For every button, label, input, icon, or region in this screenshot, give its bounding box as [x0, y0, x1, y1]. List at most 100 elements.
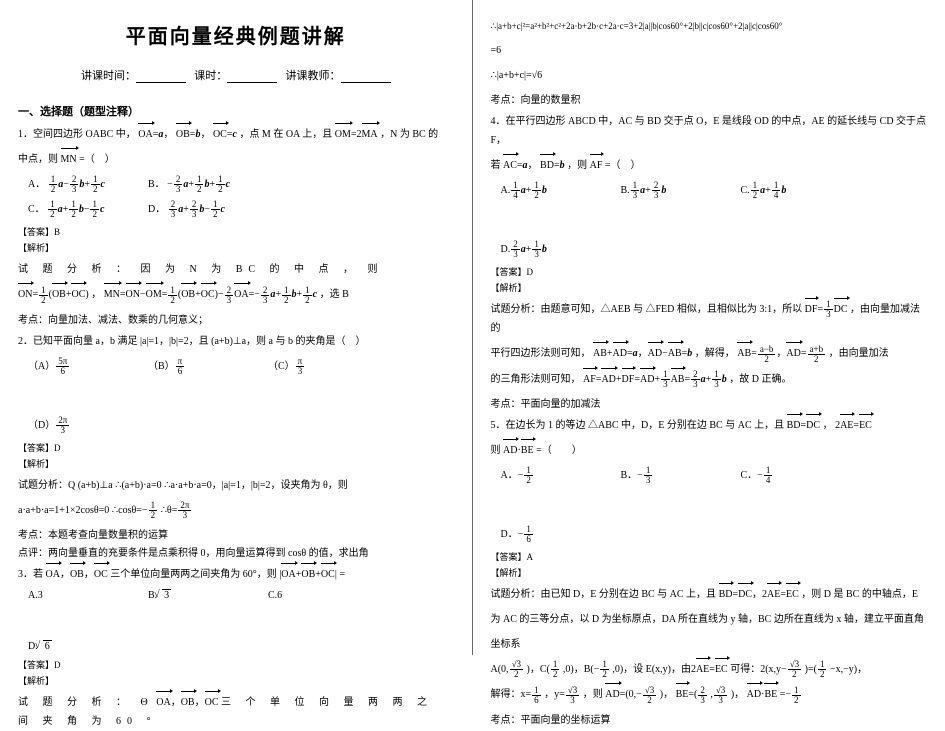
q1-opts-2: C． 12a+12b−12c D． 23a+23b−12c [28, 200, 454, 219]
v-be: BE [521, 441, 534, 460]
vec-ob: OB [176, 125, 190, 144]
q2-C: （C）π3 [268, 357, 348, 376]
q5-d-d: 6 [524, 535, 533, 544]
q3-s2: 三个单位向量两两之间夹角为 60°，则 [110, 569, 277, 580]
q4-ana7: ，故 D 正确。 [729, 374, 791, 385]
blank-3 [341, 71, 391, 83]
q1-ans: 【答案】B [18, 225, 454, 238]
q1-jx: 【解析】 [18, 241, 454, 254]
q3-opts: A.3 B. 3 C.6 D. 6 [28, 590, 454, 652]
q4-ana6: 的三角形法则可知， [491, 374, 581, 385]
q2-A: （A）5π6 [28, 357, 108, 376]
q4-d-l: D. [501, 244, 511, 255]
q1-s4: 中点，则 [18, 154, 58, 165]
blank-2 [227, 71, 277, 83]
q3-D: D. 6 [28, 641, 108, 652]
q5-s4l: =(0,− [620, 689, 642, 700]
q1-s3: ，N 为 BC 的 [380, 129, 438, 140]
r-l3: ∴|a+b+c|=√6 [491, 66, 928, 85]
q2-opts: （A）5π6 （B）π6 （C）π3 （D）2π3 [28, 357, 454, 435]
q3-stem: 3．若 OA，OB，OC 三个单位向量两两之间夹角为 60°，则 |OA+OB+… [18, 565, 454, 584]
q1-opts: A． 12a−23b+12c B． −23a+12b+12c [28, 175, 454, 194]
q3-A: A.3 [28, 590, 108, 601]
q5-D: D．−16 [501, 525, 581, 544]
q2-ans: 【答案】D [18, 441, 454, 454]
q5-kd: 考点：平面向量的坐标运算 [491, 711, 928, 726]
q5-s2l: ，y= [544, 689, 565, 700]
q2-d-l: （D） [28, 420, 55, 431]
q2-dp: 点评：两向量垂直的充要条件是点乘积得 0，用向量运算得到 cosθ 的值，求出角 [18, 544, 454, 559]
q5-ana2: ，则 D 是 BC 的中轴点，E [801, 589, 918, 600]
r-l1: ∴|a+b+c|²=a²+b²+c²+2a·b+2b·c+2a·c=3+2|a|… [491, 18, 928, 35]
q4-ana4: ，解得， [695, 348, 735, 359]
q1-ana2: ， [91, 289, 101, 300]
q4-C: C.12a+14b [741, 181, 821, 200]
vec-om: OM [335, 125, 351, 144]
meta-t3: 讲课教师： [286, 70, 341, 82]
q4-ana3: 平行四边形法则可知， [491, 348, 591, 359]
q2-ana2-line: a·a+b·a=1+1×2cosθ=0 ∴cosθ=−12 ∴θ=2π3 [18, 501, 454, 520]
q1-optD: D． 23a+23b−12c [148, 200, 228, 219]
q1-d-l: D． [148, 204, 165, 215]
q4-ana-line1: 试题分析：由题意可知，△AEB 与 △FED 相似，且相似比为 3:1，所以 D… [491, 300, 928, 338]
q5-s3: 则 [491, 445, 501, 456]
q4-ana5: ，由向量加法 [829, 348, 889, 359]
q1-a-l: A． [28, 179, 45, 190]
r-l2: =6 [491, 41, 928, 60]
q3-C: C.6 [268, 590, 348, 601]
q2-ana1: 试题分析：Q (a+b)⊥a ∴(a+b)·a=0 ∴a·a+b·a=0，|a|… [18, 476, 454, 495]
q1-ana-line: ON=12(OB+OC) ， MN=ON−OM=12(OB+OC)−23OA=−… [18, 285, 454, 304]
q4-B: B.13a+23b [621, 181, 701, 200]
q4-A: A.14a+12b [501, 181, 581, 200]
q1-s2: ，点 M 在 OA 上，且 [239, 129, 332, 140]
q1-kd: 考点：向量加法、减法、数乘的几何意义； [18, 311, 454, 326]
q5-a-d: 2 [524, 476, 533, 485]
meta-t1: 讲课时间： [81, 70, 136, 82]
q1-optC: C． 12a+12b−12c [28, 200, 108, 219]
q4-b-l: B. [621, 185, 630, 196]
q5-c-d: 4 [764, 476, 773, 485]
q5-b-d: 3 [644, 476, 653, 485]
q3-b-v: 3 [162, 589, 171, 601]
q2-d-d: 3 [59, 426, 68, 435]
q4-a-l: A. [501, 185, 511, 196]
q5-a-l: A．− [501, 470, 524, 481]
q4-D: D.23a+13b [501, 240, 581, 259]
q5-ana3: 为 AC 的三等分点，以 D 为坐标原点，DA 所在直线为 y 轴，BC 边所在… [491, 610, 928, 629]
vec-ma: MA [362, 125, 378, 144]
q4-s2: 若 [491, 160, 501, 171]
q3-jx: 【解析】 [18, 674, 454, 687]
section-1-head: 一、选择题（题型注释） [18, 103, 454, 119]
q1-s5: =（ ） [79, 154, 115, 165]
q4-ana-line2: 平行四边形法则可知， AB+AD=a，AD−AB=b ，解得， AB=a−b2，… [491, 344, 928, 363]
v-dc: DC [806, 416, 820, 435]
q5-s7l: , [710, 689, 713, 700]
vec-ac: AC [503, 156, 517, 175]
q4-stem2-line: 若 AC=a， BD=b ，则 AF =（ ） [491, 156, 928, 175]
vec-oa: OA [138, 125, 152, 144]
q5-p3: ,0)，B(− [563, 664, 599, 675]
q2-c-l: （C） [268, 361, 295, 372]
q2-B: （B）π6 [148, 357, 228, 376]
q3-s3: = [339, 569, 345, 580]
q4-ana1: 试题分析：由题意可知，△AEB 与 △FED 相似，且相似比为 3:1，所以 [491, 304, 803, 315]
q5-p4: ,0)，设 E(x,y)，由 [612, 664, 691, 675]
q5-s1l: 解得：x= [491, 689, 532, 700]
q4-ans: 【答案】D [491, 265, 928, 278]
q5-s6l: =( [688, 689, 697, 700]
q5-d-l: D．− [501, 529, 524, 540]
q2-D: （D）2π3 [28, 416, 108, 435]
q4-opts: A.14a+12b B.13a+23b C.12a+14b D.23a+13b [501, 181, 928, 259]
q5-solve: 解得：x=16 ，y=√33 ，则 AD=(0,−√32 )， BE=(23 ,… [491, 685, 928, 704]
q2-b-l: （B） [148, 361, 175, 372]
r-kd: 考点：向量的数量积 [491, 91, 928, 106]
vec-af: AF [590, 156, 603, 175]
q2-kd: 考点：本题考查向量数量积的运算 [18, 526, 454, 541]
meta-line: 讲课时间： 课时： 讲课教师： [18, 67, 454, 83]
q1-b-l: B． [148, 179, 165, 190]
page-title: 平面向量经典例题讲解 [18, 20, 454, 49]
q5-p2: )，C( [527, 664, 550, 675]
q5-p1: A(0, [491, 664, 509, 675]
q5-ans: 【答案】A [491, 550, 928, 563]
q5-stem: 5．在边长为 1 的等边 △ABC 中，D，E 分别在边 BC 与 AC 上，且… [491, 416, 928, 435]
